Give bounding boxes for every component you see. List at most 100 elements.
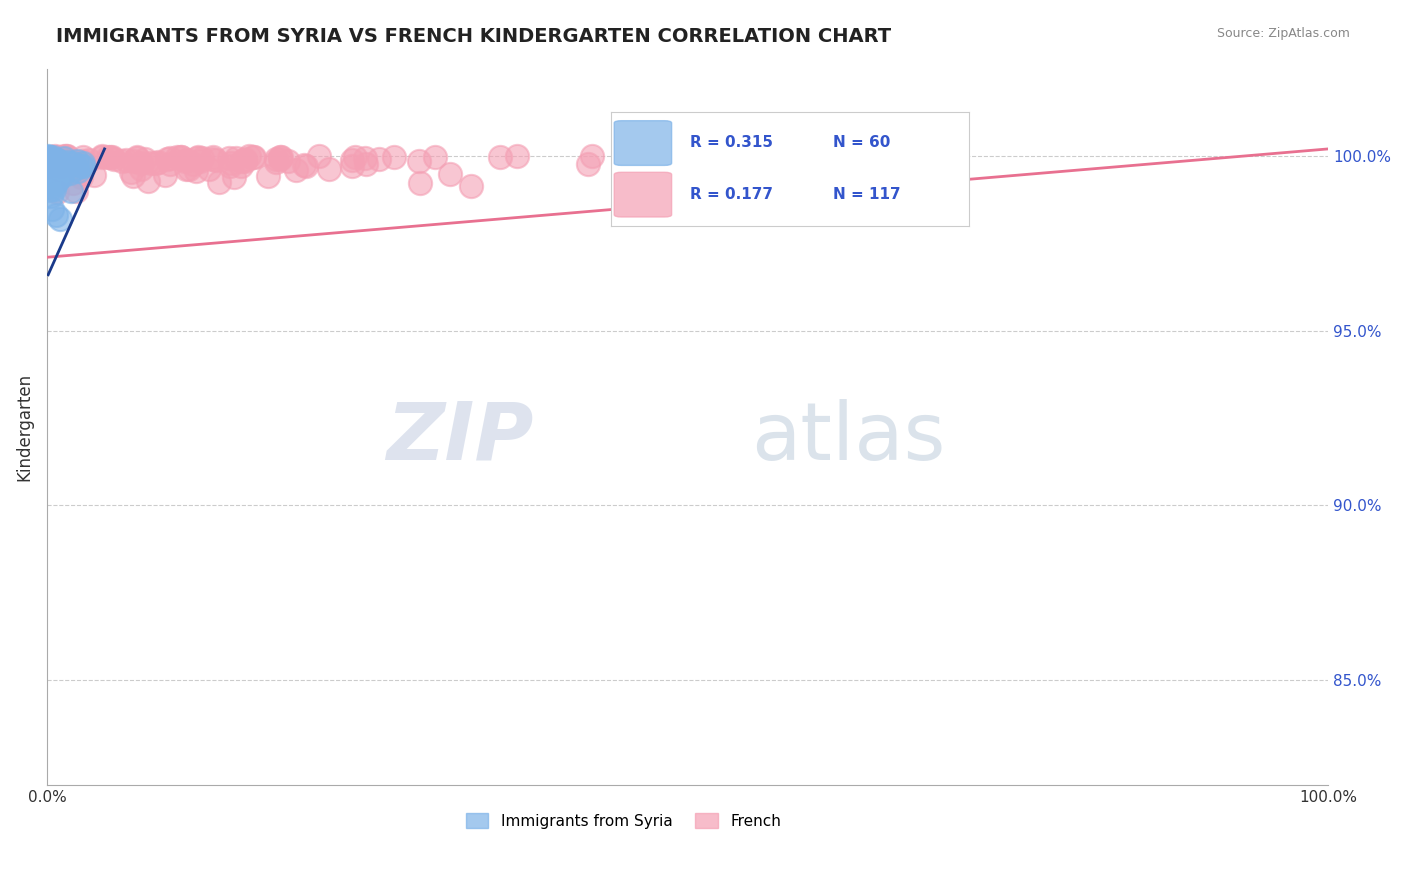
- Point: [198, 161, 221, 176]
- Point: [70, 159, 93, 173]
- Point: [308, 149, 330, 163]
- Point: [90, 149, 112, 163]
- Point: [66, 164, 89, 178]
- Point: [266, 155, 288, 169]
- Point: [423, 150, 446, 164]
- Point: [97, 150, 120, 164]
- Point: [42, 153, 65, 167]
- Point: [146, 155, 169, 169]
- Point: [65, 185, 87, 199]
- Point: [37, 178, 59, 193]
- Point: [233, 152, 256, 166]
- Point: [42, 150, 65, 164]
- Point: [129, 156, 152, 170]
- Point: [52, 154, 75, 169]
- Point: [188, 154, 211, 169]
- Point: [44, 161, 66, 176]
- Point: [38, 150, 60, 164]
- Point: [39, 184, 62, 198]
- Point: [39, 170, 62, 185]
- Point: [38, 154, 60, 169]
- Point: [659, 151, 682, 165]
- Point: [121, 169, 143, 184]
- Point: [44, 153, 66, 168]
- Point: [56, 154, 79, 169]
- Point: [219, 159, 242, 173]
- Point: [284, 163, 307, 178]
- Point: [176, 153, 198, 168]
- Point: [111, 153, 134, 168]
- Point: [37, 160, 59, 174]
- Y-axis label: Kindergarten: Kindergarten: [15, 373, 32, 481]
- Point: [51, 169, 73, 183]
- Point: [45, 159, 67, 173]
- Point: [72, 154, 94, 169]
- Point: [269, 150, 291, 164]
- Point: [37, 169, 59, 183]
- Point: [127, 150, 149, 164]
- Point: [156, 152, 179, 166]
- Point: [45, 176, 67, 190]
- Point: [45, 153, 67, 167]
- Point: [41, 202, 63, 216]
- Point: [127, 151, 149, 165]
- Point: [170, 150, 193, 164]
- Point: [39, 166, 62, 180]
- Point: [121, 153, 143, 168]
- Point: [141, 156, 163, 170]
- Point: [72, 159, 94, 173]
- Point: [270, 150, 292, 164]
- Point: [49, 159, 72, 173]
- Point: [176, 162, 198, 177]
- Point: [49, 153, 72, 167]
- Point: [219, 156, 242, 170]
- Point: [52, 161, 75, 175]
- Point: [340, 153, 363, 167]
- Point: [53, 149, 76, 163]
- Point: [186, 163, 208, 178]
- Point: [69, 167, 91, 181]
- Point: [218, 151, 240, 165]
- Point: [460, 179, 482, 194]
- Point: [576, 156, 599, 170]
- Point: [354, 151, 377, 165]
- Point: [205, 153, 228, 168]
- Point: [41, 159, 63, 173]
- Point: [751, 194, 773, 209]
- Point: [224, 169, 246, 184]
- Point: [39, 152, 62, 166]
- Point: [39, 152, 62, 166]
- Point: [408, 154, 430, 169]
- Point: [37, 156, 59, 170]
- Point: [46, 185, 69, 199]
- Point: [668, 161, 690, 175]
- Point: [59, 153, 82, 168]
- Point: [42, 182, 65, 196]
- Point: [242, 151, 264, 165]
- Point: [225, 151, 247, 165]
- Point: [131, 162, 153, 177]
- Point: [243, 149, 266, 163]
- Point: [115, 153, 138, 168]
- Point: [295, 159, 318, 173]
- Point: [41, 150, 63, 164]
- Point: [256, 169, 278, 183]
- Point: [191, 151, 214, 165]
- Point: [166, 150, 188, 164]
- Point: [173, 153, 195, 168]
- Point: [38, 157, 60, 171]
- Point: [48, 153, 70, 168]
- Point: [42, 161, 65, 175]
- Point: [177, 161, 200, 176]
- Point: [489, 151, 512, 165]
- Point: [55, 149, 77, 163]
- Point: [153, 168, 176, 182]
- Point: [70, 170, 93, 185]
- Point: [62, 176, 84, 190]
- Point: [49, 159, 72, 173]
- Point: [186, 151, 208, 165]
- Point: [55, 149, 77, 163]
- Text: IMMIGRANTS FROM SYRIA VS FRENCH KINDERGARTEN CORRELATION CHART: IMMIGRANTS FROM SYRIA VS FRENCH KINDERGA…: [56, 27, 891, 45]
- Point: [201, 150, 224, 164]
- Point: [45, 153, 67, 168]
